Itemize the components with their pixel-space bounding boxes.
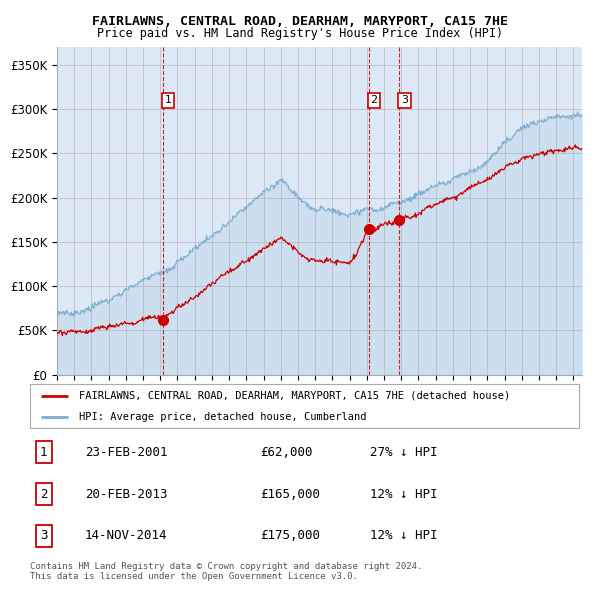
Text: FAIRLAWNS, CENTRAL ROAD, DEARHAM, MARYPORT, CA15 7HE: FAIRLAWNS, CENTRAL ROAD, DEARHAM, MARYPO… [92,15,508,28]
Text: 12% ↓ HPI: 12% ↓ HPI [370,529,438,542]
Text: HPI: Average price, detached house, Cumberland: HPI: Average price, detached house, Cumb… [79,412,367,422]
Text: Contains HM Land Registry data © Crown copyright and database right 2024.
This d: Contains HM Land Registry data © Crown c… [30,562,422,581]
Text: 12% ↓ HPI: 12% ↓ HPI [370,487,438,501]
Text: 27% ↓ HPI: 27% ↓ HPI [370,446,438,459]
Text: 1: 1 [164,96,172,105]
Text: 2: 2 [40,487,47,501]
Text: £165,000: £165,000 [260,487,320,501]
Text: FAIRLAWNS, CENTRAL ROAD, DEARHAM, MARYPORT, CA15 7HE (detached house): FAIRLAWNS, CENTRAL ROAD, DEARHAM, MARYPO… [79,391,511,401]
Text: 3: 3 [40,529,47,542]
Text: 20-FEB-2013: 20-FEB-2013 [85,487,167,501]
Text: 1: 1 [40,446,47,459]
Text: £62,000: £62,000 [260,446,313,459]
Text: £175,000: £175,000 [260,529,320,542]
Text: 3: 3 [401,96,408,105]
Text: 2: 2 [371,96,377,105]
Text: 14-NOV-2014: 14-NOV-2014 [85,529,167,542]
Text: 23-FEB-2001: 23-FEB-2001 [85,446,167,459]
Text: Price paid vs. HM Land Registry's House Price Index (HPI): Price paid vs. HM Land Registry's House … [97,27,503,40]
